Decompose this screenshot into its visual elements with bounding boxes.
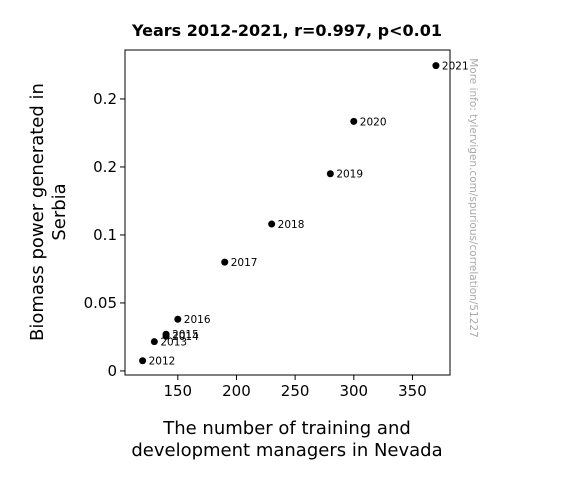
data-point-label: 2021: [442, 61, 469, 73]
data-point: [326, 170, 334, 178]
data-point: [432, 62, 440, 70]
x-axis-label-line-2: development managers in Nevada: [131, 440, 442, 461]
data-point-label: 2019: [336, 169, 363, 181]
data-point: [150, 338, 158, 346]
y-tick-label: 0.2: [93, 158, 117, 176]
x-axis-label-line-1: The number of training and: [162, 418, 411, 439]
data-point: [350, 117, 358, 125]
y-axis-label-line-2: Serbia: [49, 183, 70, 240]
watermark-text: More info: tylervigen.com/spurious/corre…: [467, 58, 479, 338]
data-point-label: 2013: [160, 337, 187, 349]
x-tick-label: 150: [163, 382, 192, 400]
data-point: [174, 315, 182, 323]
x-tick-label: 300: [339, 382, 368, 400]
y-tick-label: 0.1: [93, 226, 117, 244]
x-tick-label: 350: [398, 382, 427, 400]
data-point-label: 2020: [360, 116, 387, 128]
y-tick-label: 0: [107, 362, 117, 380]
x-axis-ticks: 150 200 250 300 350: [163, 375, 427, 400]
plot-area: [124, 49, 451, 376]
x-tick-label: 200: [222, 382, 251, 400]
data-point-label: 2016: [184, 314, 211, 326]
data-point: [139, 357, 147, 365]
data-point: [221, 258, 229, 266]
data-point-label: 2012: [149, 356, 176, 368]
y-axis-label-line-1: Biomass power generated in: [27, 83, 48, 341]
data-point-label: 2014: [172, 331, 199, 343]
data-point-label: 2015: [172, 329, 199, 341]
x-tick-label: 250: [281, 382, 310, 400]
data-point-label: 2018: [278, 219, 305, 231]
data-point-label: 2017: [231, 257, 258, 269]
y-tick-label: 0.2: [93, 90, 117, 108]
data-point: [162, 330, 170, 338]
y-tick-label: 0.05: [84, 294, 117, 312]
chart-title: Years 2012-2021, r=0.997, p<0.01: [131, 21, 442, 40]
data-point: [268, 220, 276, 228]
y-axis-ticks: 0 0.05 0.1 0.2 0.2: [84, 90, 125, 380]
